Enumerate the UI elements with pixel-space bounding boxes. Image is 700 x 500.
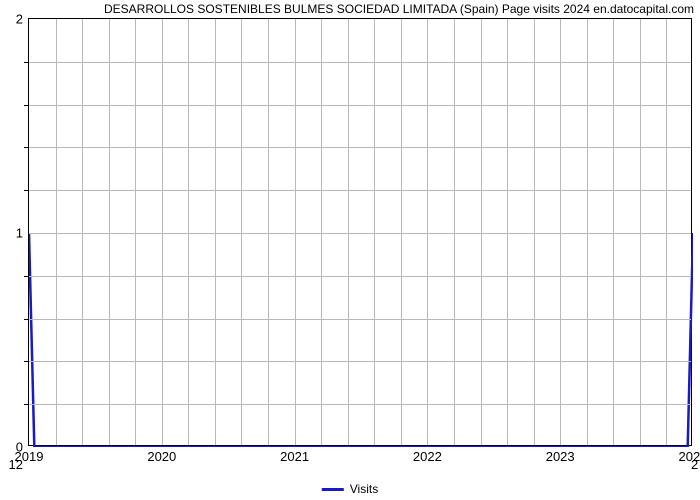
plot-area: 012201920202021202220232024122 (28, 18, 692, 446)
y-tick-minor (24, 105, 29, 106)
y-tick-label: 2 (16, 12, 23, 27)
grid-v-minor (188, 19, 189, 445)
y-tick-minor (24, 62, 29, 63)
grid-v-minor (666, 19, 667, 445)
grid-v-minor (56, 19, 57, 445)
y-tick-minor (24, 404, 29, 405)
chart-title: DESARROLLOS SOSTENIBLES BULMES SOCIEDAD … (104, 2, 694, 16)
grid-v-minor (241, 19, 242, 445)
grid-v-minor (135, 19, 136, 445)
grid-v (427, 19, 428, 445)
legend-label: Visits (350, 482, 378, 496)
grid-v (162, 19, 163, 445)
y-tick-label: 1 (16, 226, 23, 241)
grid-v-minor (481, 19, 482, 445)
grid-h (29, 233, 691, 234)
baseline-left-value: 12 (9, 457, 23, 463)
y-tick-minor (24, 319, 29, 320)
grid-h-minor (29, 147, 691, 148)
grid-v-minor (321, 19, 322, 445)
grid-v (560, 19, 561, 445)
legend: Visits (322, 482, 378, 496)
x-tick-label: 2023 (546, 449, 575, 464)
grid-h-minor (29, 105, 691, 106)
grid-h-minor (29, 319, 691, 320)
baseline-right-value: 2 (691, 457, 698, 463)
grid-h-minor (29, 190, 691, 191)
grid-v-minor (613, 19, 614, 445)
grid-v-minor (640, 19, 641, 445)
grid-h-minor (29, 361, 691, 362)
grid-h-minor (29, 276, 691, 277)
grid-v-minor (454, 19, 455, 445)
grid-v-minor (507, 19, 508, 445)
grid-v-minor (348, 19, 349, 445)
grid-h-minor (29, 62, 691, 63)
y-tick-minor (24, 276, 29, 277)
grid-v-minor (374, 19, 375, 445)
legend-swatch (322, 488, 344, 491)
grid-v-minor (109, 19, 110, 445)
x-tick-label: 2021 (280, 449, 309, 464)
grid-v (295, 19, 296, 445)
grid-v-minor (82, 19, 83, 445)
grid-v-minor (534, 19, 535, 445)
grid-h-minor (29, 404, 691, 405)
y-tick-minor (24, 361, 29, 362)
x-tick-label: 2022 (413, 449, 442, 464)
grid-v-minor (215, 19, 216, 445)
grid-v-minor (268, 19, 269, 445)
x-tick-label: 2020 (147, 449, 176, 464)
y-tick-minor (24, 147, 29, 148)
y-tick-minor (24, 190, 29, 191)
chart-container: DESARROLLOS SOSTENIBLES BULMES SOCIEDAD … (0, 0, 700, 500)
grid-v-minor (401, 19, 402, 445)
grid-v-minor (587, 19, 588, 445)
